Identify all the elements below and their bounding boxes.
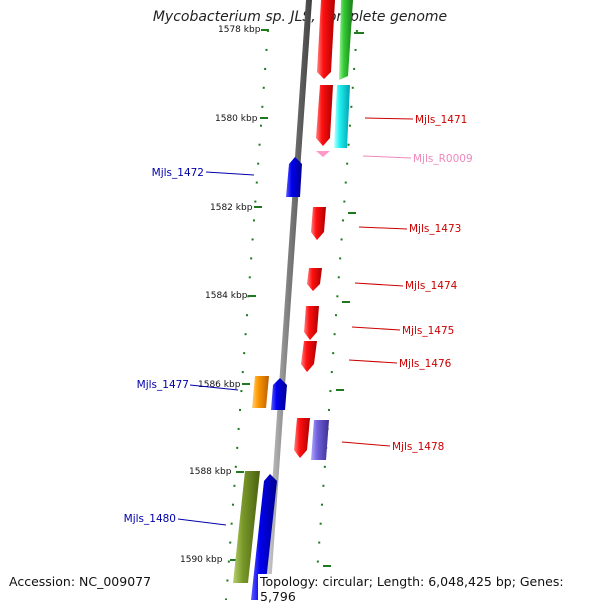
- leader-line: [364, 117, 414, 120]
- gene-label: Mjls_R0009: [413, 153, 473, 165]
- leader-line: [362, 155, 412, 159]
- tick-label: 1580 kbp: [215, 114, 258, 124]
- gene-arrow: [271, 378, 287, 410]
- gene-label: Mjls_1472: [152, 167, 204, 179]
- gene-label: Mjls_1477: [137, 379, 189, 391]
- tick-label: 1586 kbp: [198, 380, 241, 390]
- gene-label: Mjls_1475: [402, 325, 454, 337]
- gene-arrow: [311, 420, 329, 460]
- genome-backbone: [264, 0, 312, 600]
- gene-label: Mjls_1476: [399, 358, 452, 370]
- leader-line: [341, 441, 391, 447]
- right-tick-marks: [323, 32, 364, 567]
- tick-label: 1590 kbp: [180, 555, 223, 565]
- gene-arrow: [233, 471, 260, 583]
- gene-label: Mjls_1473: [409, 223, 461, 235]
- gene-label: Mjls_1474: [405, 280, 458, 292]
- leader-line: [354, 282, 404, 287]
- accession-label: Accession: NC_009077: [9, 574, 152, 589]
- gene-arrow: [334, 85, 350, 148]
- gene-label: Mjls_1480: [124, 513, 176, 525]
- gene-arrow: [304, 306, 319, 340]
- leader-line: [351, 326, 401, 331]
- leader-line: [177, 518, 227, 526]
- tick-label: 1588 kbp: [189, 467, 232, 477]
- gene-labels: Mjls_1471 Mjls_R0009 Mjls_1472 Mjls_1473…: [124, 114, 473, 525]
- genome-summary-label: Topology: circular; Length: 6,048,425 bp…: [258, 574, 600, 604]
- tick-labels: 1578 kbp 1580 kbp 1582 kbp 1584 kbp 1586…: [180, 25, 261, 565]
- gene-arrow: [294, 418, 310, 458]
- leader-line: [205, 171, 255, 176]
- leader-lines: [177, 117, 414, 526]
- gene-arrow: [252, 376, 269, 408]
- gene-arrow: [339, 0, 353, 80]
- page-title: Mycobacterium sp. JLS, complete genome: [152, 9, 448, 25]
- leader-line: [358, 226, 408, 230]
- gene-arrow: [307, 268, 322, 291]
- tick-label: 1578 kbp: [218, 25, 261, 35]
- leader-line: [189, 384, 239, 391]
- left-track-guide: [225, 29, 269, 600]
- gene-arrow: [286, 157, 302, 197]
- gene-label: Mjls_1471: [415, 114, 467, 126]
- gene-arrow: [317, 0, 335, 79]
- tick-label: 1582 kbp: [210, 203, 253, 213]
- gene-arrow: [316, 85, 333, 146]
- leader-line: [348, 359, 398, 364]
- gene-arrow: [251, 474, 277, 600]
- gene-arrow: [311, 207, 326, 240]
- gene-arrow: [301, 341, 317, 372]
- rna-marker: [316, 151, 330, 157]
- features: [233, 0, 353, 600]
- tick-label: 1584 kbp: [205, 291, 248, 301]
- tick-marks: [230, 29, 269, 561]
- right-track-guide: [314, 29, 358, 600]
- gene-label: Mjls_1478: [392, 441, 444, 453]
